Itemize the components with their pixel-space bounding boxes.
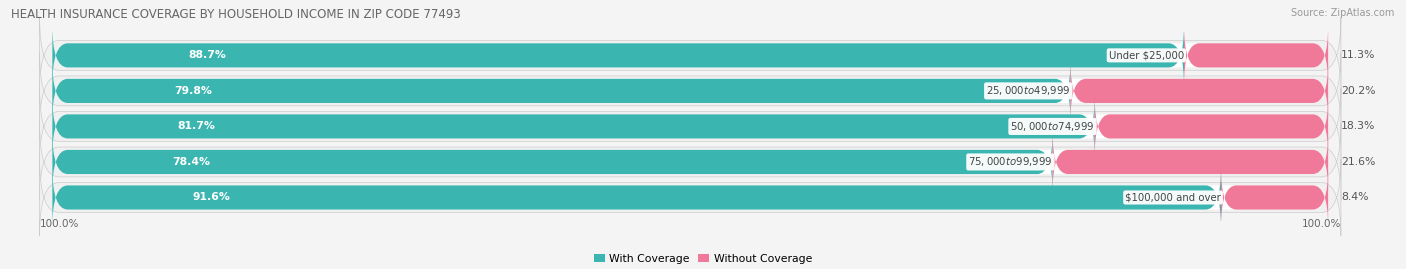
- Text: 100.0%: 100.0%: [1302, 219, 1341, 229]
- Text: 18.3%: 18.3%: [1341, 121, 1375, 132]
- FancyBboxPatch shape: [52, 25, 1329, 86]
- Text: $75,000 to $99,999: $75,000 to $99,999: [969, 155, 1053, 168]
- FancyBboxPatch shape: [1053, 131, 1329, 193]
- Text: 8.4%: 8.4%: [1341, 193, 1368, 203]
- Text: $25,000 to $49,999: $25,000 to $49,999: [986, 84, 1070, 97]
- FancyBboxPatch shape: [52, 60, 1070, 122]
- FancyBboxPatch shape: [52, 131, 1329, 193]
- FancyBboxPatch shape: [1184, 25, 1329, 86]
- Text: 78.4%: 78.4%: [173, 157, 211, 167]
- FancyBboxPatch shape: [39, 88, 1341, 165]
- Text: Under $25,000: Under $25,000: [1109, 50, 1184, 60]
- FancyBboxPatch shape: [52, 131, 1053, 193]
- FancyBboxPatch shape: [1070, 60, 1329, 122]
- FancyBboxPatch shape: [52, 167, 1329, 228]
- FancyBboxPatch shape: [39, 123, 1341, 200]
- FancyBboxPatch shape: [52, 96, 1329, 157]
- Text: Source: ZipAtlas.com: Source: ZipAtlas.com: [1291, 8, 1395, 18]
- Legend: With Coverage, Without Coverage: With Coverage, Without Coverage: [589, 249, 817, 268]
- FancyBboxPatch shape: [52, 60, 1329, 122]
- Text: 21.6%: 21.6%: [1341, 157, 1375, 167]
- Text: 88.7%: 88.7%: [188, 50, 226, 60]
- Text: 79.8%: 79.8%: [174, 86, 212, 96]
- Text: 81.7%: 81.7%: [177, 121, 215, 132]
- Text: 91.6%: 91.6%: [193, 193, 231, 203]
- Text: HEALTH INSURANCE COVERAGE BY HOUSEHOLD INCOME IN ZIP CODE 77493: HEALTH INSURANCE COVERAGE BY HOUSEHOLD I…: [11, 8, 461, 21]
- FancyBboxPatch shape: [52, 96, 1095, 157]
- Text: $100,000 and over: $100,000 and over: [1125, 193, 1220, 203]
- FancyBboxPatch shape: [52, 167, 1220, 228]
- FancyBboxPatch shape: [39, 159, 1341, 236]
- Text: 11.3%: 11.3%: [1341, 50, 1375, 60]
- Text: $50,000 to $74,999: $50,000 to $74,999: [1011, 120, 1095, 133]
- FancyBboxPatch shape: [39, 17, 1341, 94]
- Text: 100.0%: 100.0%: [39, 219, 79, 229]
- FancyBboxPatch shape: [1095, 96, 1329, 157]
- FancyBboxPatch shape: [1220, 167, 1329, 228]
- FancyBboxPatch shape: [52, 25, 1184, 86]
- FancyBboxPatch shape: [39, 52, 1341, 129]
- Text: 20.2%: 20.2%: [1341, 86, 1375, 96]
